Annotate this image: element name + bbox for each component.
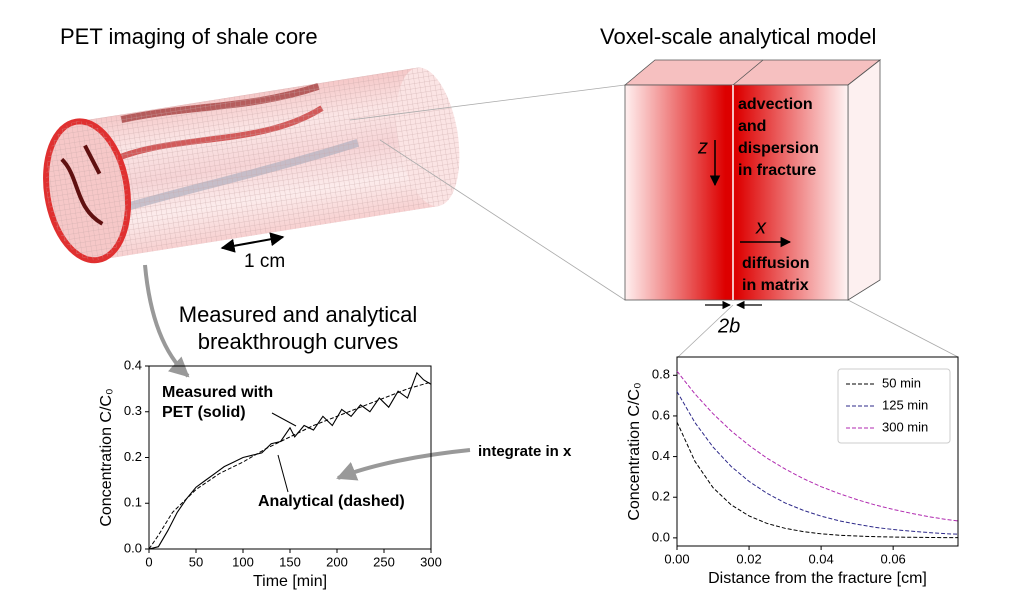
z-label: z [697,136,708,158]
x-tick-label: 300 [420,554,442,569]
series-line [676,421,958,539]
x-axis-label: Time [min] [253,573,327,590]
y-axis-label: Concentration C/C₀ [626,382,643,520]
legend-label: 50 min [882,375,921,390]
fracture-text: in fracture [738,162,816,179]
fracture-text: advection [738,96,813,113]
x-tick-label: 0.00 [664,551,689,566]
series-line [676,391,959,535]
legend: 50 min 125 min 300 min [837,368,951,444]
series-line [148,371,432,550]
y-tick-label: 0.4 [652,448,670,463]
annotation: Analytical (dashed) [258,493,405,510]
y-tick-label: 0.0 [124,540,142,555]
flow-arrow [143,264,190,378]
pet-core [43,67,460,264]
connector [349,84,626,121]
y-tick-label: 0.8 [652,367,670,382]
fracture-text: dispersion [738,140,819,157]
legend-box [837,368,951,444]
scale-label: 1 cm [244,251,285,272]
y-tick-label: 0.6 [652,407,670,422]
y-tick-label: 0.0 [652,529,670,544]
y-tick-label: 0.1 [124,495,142,510]
y-tick-label: 0.3 [124,403,142,418]
annotation: Measured with [162,384,273,401]
box-front [624,84,849,301]
connector [847,299,959,358]
x-tick-label: 0 [145,554,152,569]
annotation-pointer [271,412,297,427]
legend-label: 300 min [882,419,928,434]
legend-label: 125 min [882,397,928,412]
series-line [676,370,959,522]
breakthrough-title: Measured and analytical [179,302,417,327]
breakthrough-title: breakthrough curves [198,329,399,354]
x-tick-label: 0.06 [880,551,905,566]
y-tick-label: 0.4 [124,357,142,372]
matrix-text: in matrix [742,277,809,294]
annotation: PET (solid) [162,404,246,421]
flow-arrow [336,448,471,481]
x-tick-label: 250 [373,554,395,569]
y-tick-label: 0.2 [124,449,142,464]
box-top [623,59,882,86]
fracture-text: and [738,118,766,135]
x-label: x [755,216,767,238]
pet-title: PET imaging of shale core [60,24,318,49]
connector [379,139,626,301]
scale-bar [220,232,285,253]
matrix-text: diffusion [742,255,810,272]
plot-frame [676,356,959,547]
box-side [847,59,881,301]
connector [677,304,734,358]
model-title: Voxel-scale analytical model [600,24,876,49]
annotation-pointer [277,454,289,493]
x-tick-label: 0.02 [736,551,761,566]
y-axis-label: Concentration C/C₀ [98,388,115,526]
x-tick-label: 150 [279,554,301,569]
fracture [732,59,764,86]
x-tick-label: 0.04 [808,551,833,566]
y-tick-label: 0.2 [652,489,670,504]
x-tick-label: 100 [232,554,254,569]
integrate-label: integrate in x [478,443,572,460]
x-axis-label: Distance from the fracture [cm] [708,570,927,587]
x-tick-label: 50 [189,554,203,569]
series-line [148,381,432,550]
aperture-label: 2b [717,315,740,337]
x-tick-label: 200 [326,554,348,569]
